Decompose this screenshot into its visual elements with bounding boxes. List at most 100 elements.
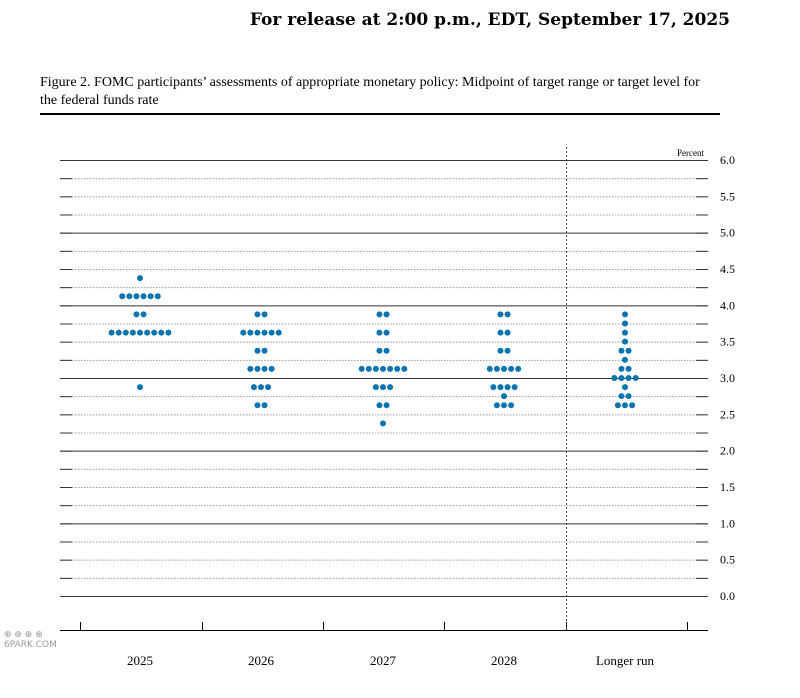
dot-2025 — [154, 293, 161, 300]
y-tick-label: 1.5 — [720, 480, 735, 494]
dot-2028 — [493, 402, 500, 409]
dot-2025 — [126, 293, 133, 300]
dot-2028 — [497, 347, 504, 354]
dot-2026 — [254, 329, 261, 336]
y-tick-label: 2.5 — [720, 407, 735, 421]
dot-2027 — [365, 365, 372, 372]
y-tick-label: 5.0 — [720, 226, 735, 240]
dot-2025 — [140, 293, 147, 300]
release-time: For release at 2:00 p.m., EDT, September… — [249, 10, 730, 30]
x-tick-label: Longer run — [596, 653, 655, 668]
dot-2027 — [387, 384, 394, 391]
dot-2026 — [261, 311, 268, 318]
dot-longer-run — [614, 402, 621, 409]
dot-2027 — [380, 420, 386, 427]
dot-2027 — [380, 384, 386, 391]
dot-longer-run — [618, 393, 625, 400]
dot-longer-run — [622, 384, 628, 391]
dot-2028 — [486, 365, 493, 372]
dot-2026 — [268, 329, 275, 336]
dot-2028 — [504, 347, 511, 354]
dot-2026 — [268, 365, 275, 372]
dot-2026 — [247, 365, 254, 372]
x-tick-label: 2025 — [127, 653, 153, 668]
dot-longer-run — [618, 375, 625, 381]
dot-longer-run — [625, 365, 632, 372]
dot-2026 — [275, 329, 282, 336]
dot-2027 — [387, 365, 394, 372]
dot-2025 — [137, 329, 143, 336]
y-tick-label: 0.5 — [720, 553, 735, 567]
dot-2028 — [497, 311, 504, 318]
dot-2027 — [383, 402, 390, 409]
dot-2028 — [501, 402, 507, 409]
dot-2026 — [258, 384, 264, 391]
dot-2026 — [261, 329, 268, 336]
dot-2025 — [144, 329, 151, 336]
dot-2027 — [380, 365, 386, 372]
dot-2027 — [376, 329, 383, 336]
dot-2027 — [383, 329, 390, 336]
dot-2028 — [508, 402, 515, 409]
dot-2027 — [372, 384, 379, 391]
dot-2025 — [165, 329, 172, 336]
x-tick-label: 2026 — [248, 653, 275, 668]
dot-2027 — [358, 365, 365, 372]
caption-rule — [40, 113, 720, 115]
dot-2028 — [504, 384, 511, 391]
dot-2025 — [137, 275, 143, 282]
dot-2025 — [129, 329, 136, 336]
dot-2028 — [511, 384, 518, 391]
dot-2025 — [115, 329, 122, 336]
y-tick-label: 5.5 — [720, 189, 735, 203]
dot-2026 — [261, 402, 268, 409]
dot-2025 — [140, 311, 147, 318]
y-tick-label: 2.0 — [720, 444, 735, 458]
dot-2027 — [376, 347, 383, 354]
y-axis-label: Percent — [677, 148, 704, 158]
dot-2028 — [501, 393, 507, 400]
figure-caption: Figure 2. FOMC participants’ assessments… — [40, 75, 700, 108]
dot-2025 — [158, 329, 165, 336]
x-tick-label: 2027 — [370, 653, 397, 668]
dot-longer-run — [611, 375, 618, 381]
y-tick-label: 4.5 — [720, 262, 735, 276]
dot-longer-run — [618, 365, 625, 372]
dot-2028 — [497, 384, 504, 391]
dot-2028 — [508, 365, 515, 372]
dot-2027 — [376, 311, 383, 318]
dot-2025 — [119, 293, 126, 300]
dot-2027 — [401, 365, 408, 372]
dot-longer-run — [622, 311, 628, 318]
y-tick-label: 4.0 — [720, 298, 735, 312]
dot-2025 — [122, 329, 129, 336]
dot-2028 — [493, 365, 500, 372]
dot-2026 — [261, 347, 268, 354]
dot-2026 — [254, 347, 261, 354]
dot-2025 — [108, 329, 115, 336]
dot-longer-run — [618, 347, 625, 354]
dot-2025 — [137, 384, 143, 391]
dot-longer-run — [622, 329, 628, 336]
dot-2026 — [250, 384, 257, 391]
dot-2026 — [254, 311, 261, 318]
dot-longer-run — [622, 356, 628, 363]
dot-2027 — [376, 402, 383, 409]
y-tick-label: 3.5 — [720, 335, 735, 349]
y-tick-label: 1.0 — [720, 516, 735, 530]
dot-2026 — [240, 329, 247, 336]
dot-2028 — [497, 329, 504, 336]
y-tick-label: 0.0 — [720, 589, 735, 603]
dot-longer-run — [632, 375, 639, 381]
dot-2025 — [151, 329, 158, 336]
dot-longer-run — [622, 320, 628, 327]
dot-2026 — [254, 365, 261, 372]
dot-longer-run — [625, 393, 632, 400]
dot-2028 — [504, 329, 511, 336]
dot-2028 — [504, 311, 511, 318]
dot-2028 — [515, 365, 522, 372]
dot-longer-run — [622, 402, 628, 409]
dot-2028 — [501, 365, 507, 372]
dot-2025 — [147, 293, 154, 300]
